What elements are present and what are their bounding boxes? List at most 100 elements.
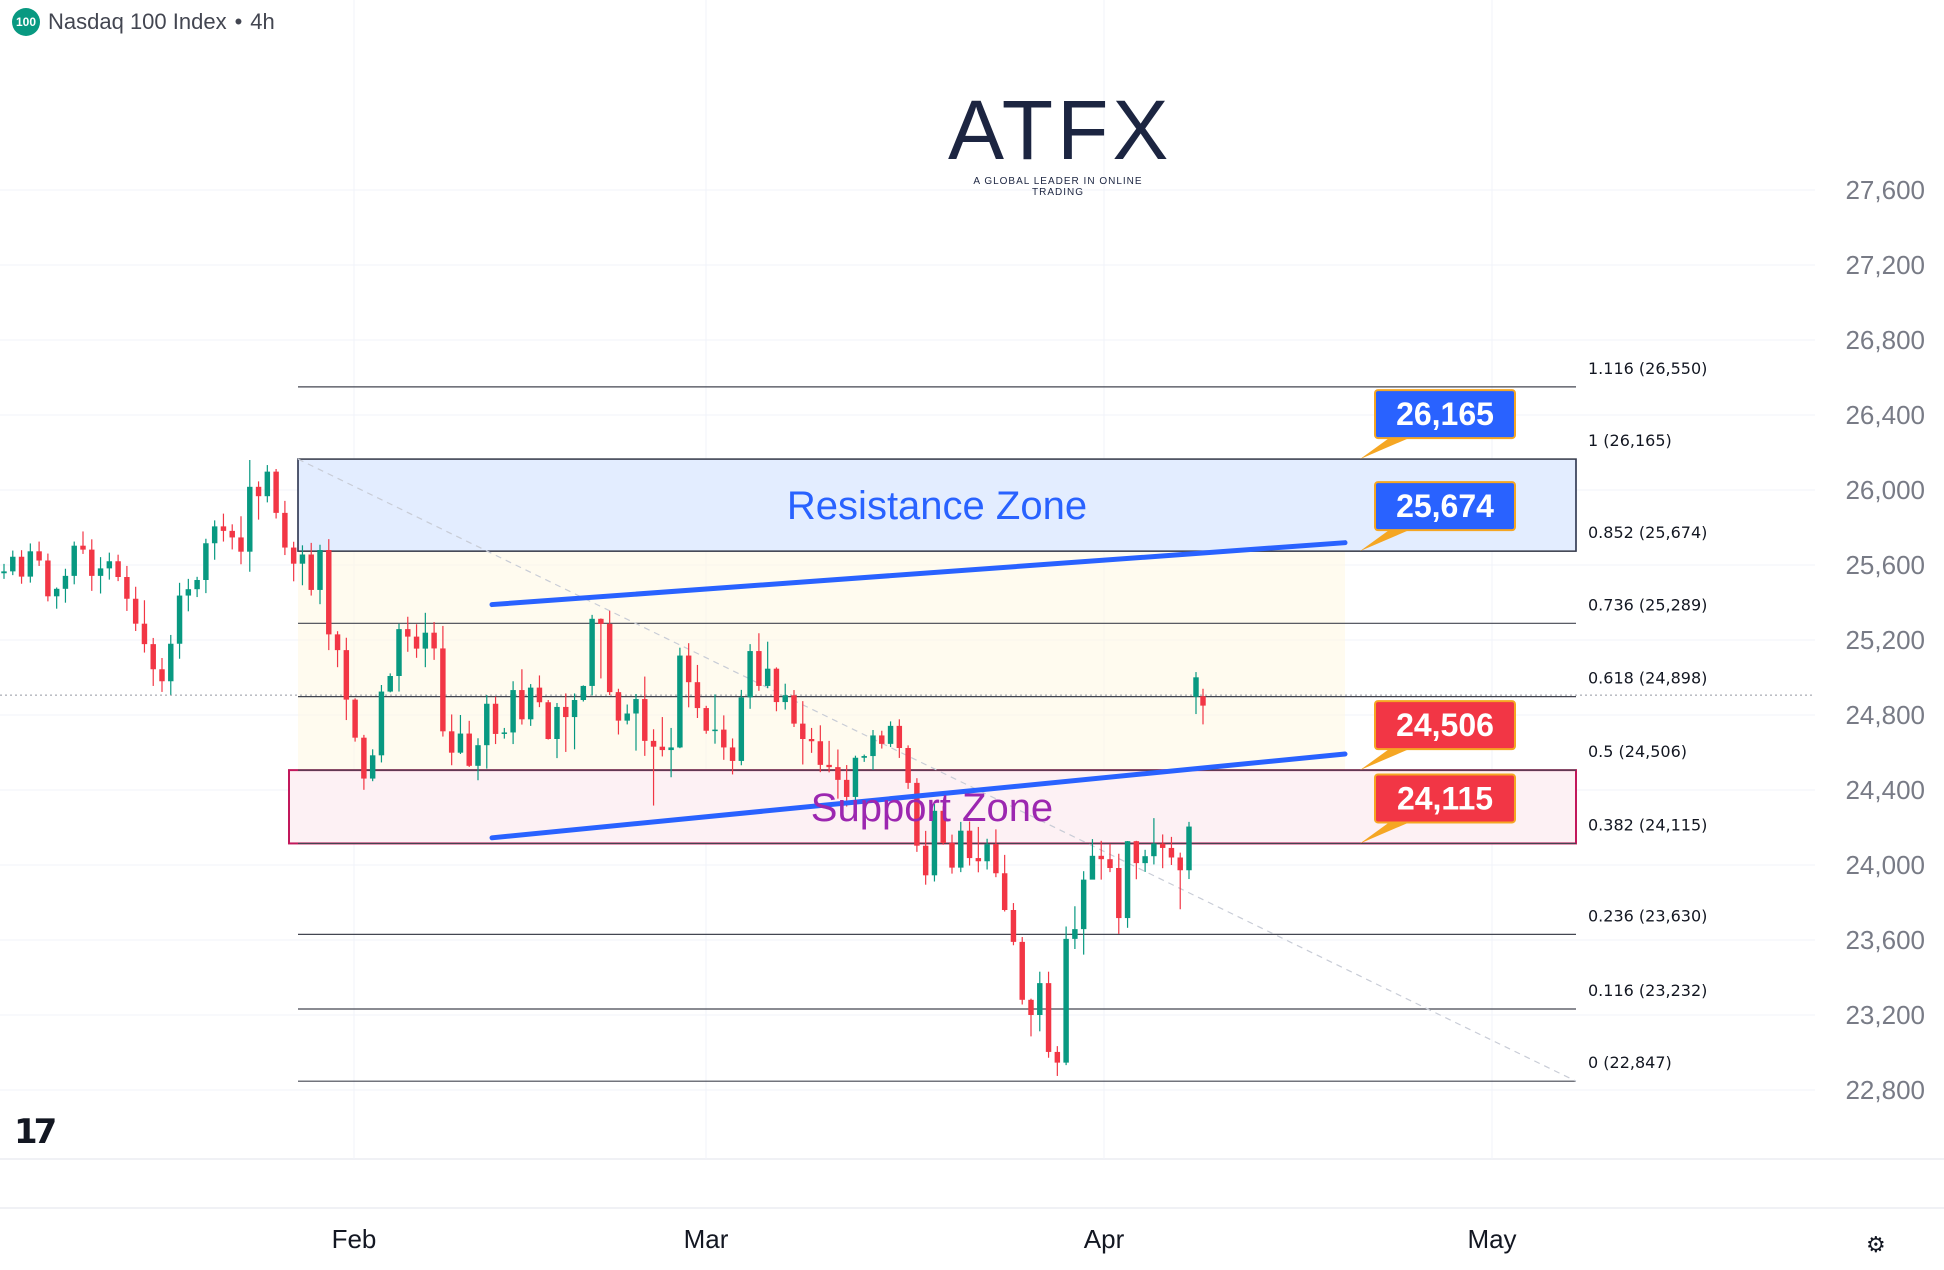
candle-body (457, 733, 464, 753)
fib-level-label: 0.116 (23,232) (1588, 981, 1707, 1000)
candle-body (440, 648, 446, 732)
price-tick-label: 27,200 (1845, 250, 1925, 280)
candle-body (1177, 857, 1183, 871)
price-tick-label: 27,600 (1845, 175, 1925, 205)
candle-body (334, 634, 341, 651)
candle-body (71, 545, 77, 576)
price-tick-label: 25,200 (1845, 625, 1925, 655)
candle-body (89, 549, 95, 576)
candle-body (203, 543, 209, 580)
price-tag-box (1374, 773, 1516, 824)
candle-body (159, 669, 165, 682)
candle-body (984, 844, 990, 862)
candle-body (896, 725, 903, 748)
candle-body (185, 589, 192, 596)
candle-body (36, 551, 42, 561)
candle-body (782, 695, 788, 703)
candle-body (958, 830, 964, 868)
fib-level-label: 0 (22,847) (1588, 1053, 1672, 1072)
candle-body (747, 651, 753, 698)
candle-body (343, 650, 350, 700)
candle-body (282, 512, 288, 548)
candle-body (466, 733, 472, 766)
candle-body (1159, 843, 1166, 848)
candle-body (800, 723, 806, 739)
settings-gear-icon[interactable]: ⚙ (1866, 1232, 1886, 1257)
candle-body (905, 748, 911, 783)
price-tag-pointer (1360, 530, 1409, 552)
candle-body (361, 737, 367, 779)
price-tick-label: 25,600 (1845, 550, 1925, 580)
candle-body (1133, 841, 1140, 864)
candle-body (80, 545, 86, 550)
candle-body (431, 632, 437, 649)
candle-body (861, 756, 867, 758)
candle-body (501, 732, 508, 734)
candle-body (598, 618, 604, 624)
candle-body (1045, 983, 1052, 1052)
lower-trendline (489, 751, 1348, 841)
logo-tagline: A GLOBAL LEADER IN ONLINE TRADING (973, 176, 1143, 198)
candle-body (273, 471, 279, 513)
time-tick-label: Feb (332, 1224, 377, 1254)
fib-level-label: 0.852 (25,674) (1588, 523, 1707, 542)
candle-body (1, 571, 7, 574)
interval-label[interactable]: 4h (250, 9, 275, 34)
candle-body (712, 729, 718, 732)
candle-body (211, 526, 218, 544)
price-tick-label: 23,200 (1845, 1000, 1925, 1030)
price-tag-label: 26,165 (1396, 396, 1494, 432)
candle-body (1200, 696, 1206, 706)
candle-body (729, 747, 736, 761)
fib-level-label: 0.736 (25,289) (1588, 595, 1707, 614)
candle-body (62, 575, 69, 589)
candle-body (975, 858, 982, 862)
candle-body (870, 735, 876, 757)
candle-body (1054, 1051, 1061, 1063)
tradingview-logo-icon[interactable]: 17 (14, 1112, 57, 1152)
candle-body (106, 561, 113, 569)
time-tick-label: Mar (684, 1224, 729, 1254)
symbol-title[interactable]: Nasdaq 100 Index (48, 9, 227, 34)
candle-body (940, 810, 946, 844)
candle-body (1089, 855, 1096, 880)
candle-body (519, 690, 525, 720)
candle-body (527, 687, 534, 720)
candle-body (694, 682, 701, 709)
candle-body (299, 554, 306, 564)
candle-body (554, 706, 560, 739)
title-separator: • (234, 9, 243, 34)
price-tick-label: 24,800 (1845, 700, 1925, 730)
candle-body (738, 697, 745, 761)
candle-body (563, 706, 569, 718)
candle-body (255, 486, 262, 497)
price-tag-pointer (1360, 822, 1409, 844)
price-tag-pointer (1360, 749, 1409, 771)
candle-body (922, 845, 929, 876)
candle-body (53, 588, 60, 597)
price-tick-label: 26,800 (1845, 325, 1925, 355)
price-tick-label: 24,400 (1845, 775, 1925, 805)
candle-body (668, 747, 674, 751)
atfx-logo: ATFX A GLOBAL LEADER IN ONLINE TRADING (948, 88, 1168, 198)
candle-body (659, 746, 666, 751)
candle-body (966, 830, 973, 859)
candle-body (931, 810, 938, 876)
candle-body (492, 703, 499, 734)
candle-body (27, 551, 34, 577)
price-tag-label: 24,506 (1396, 707, 1494, 743)
candle-body (615, 692, 622, 721)
candle-body (97, 568, 104, 576)
upper-trendline (489, 540, 1348, 608)
candle-body (1116, 868, 1122, 919)
candle-body (756, 651, 762, 686)
fib-band (298, 551, 1345, 771)
candle-body (448, 731, 455, 753)
candle-body (685, 655, 692, 683)
candle-body (1010, 910, 1017, 942)
time-tick-label: Apr (1084, 1224, 1125, 1254)
candle-body (624, 713, 630, 721)
candle-body (764, 668, 771, 686)
candle-body (914, 782, 920, 846)
